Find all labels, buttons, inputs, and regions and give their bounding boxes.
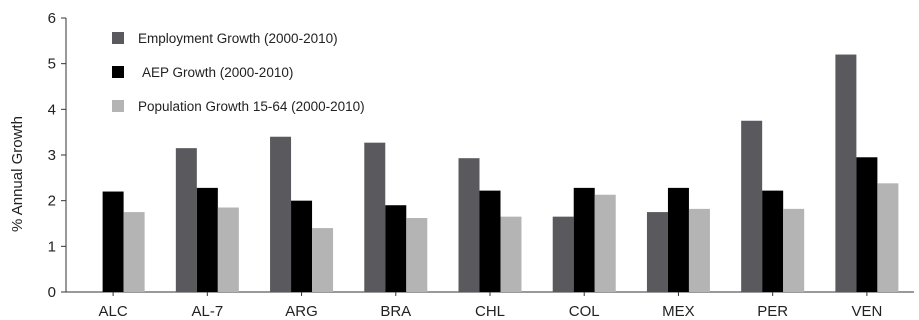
x-tick-label: CHL [475,303,505,320]
bar-bra-series-3 [406,218,428,292]
bar-chl-series-1 [458,158,480,292]
bar-col-series-3 [594,194,616,292]
legend-swatch [112,32,124,44]
bar-bra-series-1 [364,142,386,292]
bar-arg-series-1 [270,136,292,292]
legend-swatch [112,100,124,112]
y-tick-label: 3 [48,147,56,164]
bar-al-7-series-3 [217,207,239,292]
legend-label: Population Growth 15-64 (2000-2010) [138,99,365,114]
bar-chl-series-3 [500,216,522,292]
bar-ven-series-3 [877,183,899,292]
x-tick-label: MEX [662,303,695,320]
y-tick-label: 4 [48,101,56,118]
bar-chl-series-2 [479,190,501,292]
x-tick-label: COL [569,303,600,320]
legend-label: Employment Growth (2000-2010) [138,31,338,46]
x-tick-label: BRA [380,303,411,320]
bar-al-7-series-2 [196,187,218,292]
x-tick-label: AL-7 [191,303,223,320]
x-tick-label: ARG [285,303,318,320]
bars [102,54,899,293]
bar-per-series-1 [741,120,763,292]
bar-per-series-3 [783,208,805,292]
bar-bra-series-2 [385,205,407,292]
legend: Employment Growth (2000-2010) AEP Growth … [112,31,365,114]
bar-col-series-2 [573,187,595,292]
bar-arg-series-3 [312,228,334,292]
bar-alc-series-3 [123,212,145,292]
legend-swatch [112,66,124,78]
y-tick-label: 1 [48,238,56,255]
y-tick-label: 0 [48,284,56,301]
x-tick-label: VEN [851,303,882,320]
y-tick-label: 6 [48,10,56,27]
bar-al-7-series-1 [175,148,197,292]
bar-per-series-2 [762,190,784,292]
bar-ven-series-1 [835,54,857,293]
bar-mex-series-2 [667,187,689,292]
x-tick-label: ALC [99,303,128,320]
bar-alc-series-2 [102,191,124,292]
legend-label: AEP Growth (2000-2010) [142,65,293,80]
bar-mex-series-1 [646,212,668,292]
y-axis-title: % Annual Growth [9,116,26,232]
bar-col-series-1 [552,216,574,292]
x-tick-label: PER [757,303,788,320]
bar-ven-series-2 [856,157,878,292]
bar-mex-series-3 [688,208,710,292]
y-tick-label: 2 [48,193,56,210]
y-tick-label: 5 [48,56,56,73]
bar-arg-series-2 [291,200,313,292]
